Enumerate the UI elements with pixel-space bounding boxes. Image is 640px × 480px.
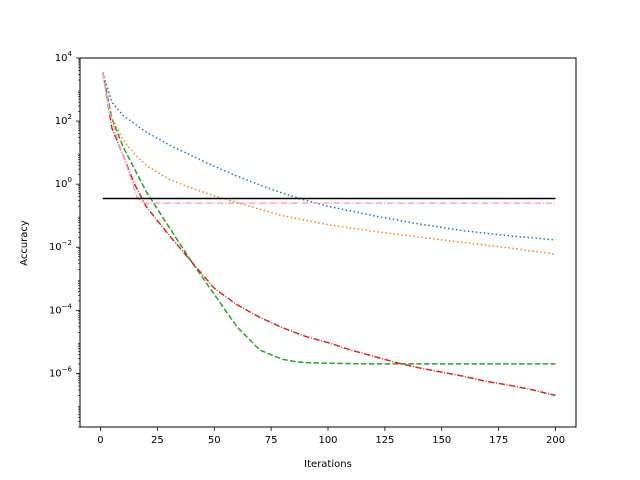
series-line-5 xyxy=(102,72,556,204)
series-group xyxy=(102,72,556,397)
y-tick-exponent: 0 xyxy=(68,176,72,184)
y-tick-label: 104 xyxy=(55,50,73,64)
y-axis-label: Accuracy xyxy=(19,220,30,266)
y-tick-label: 102 xyxy=(55,113,72,127)
x-tick-label: 175 xyxy=(489,435,508,446)
x-tick-label: 100 xyxy=(318,435,337,446)
y-tick-exponent: 4 xyxy=(68,50,73,58)
y-tick-label: 10−2 xyxy=(49,239,72,253)
y-tick-base: 10 xyxy=(49,368,62,379)
series-line-4 xyxy=(102,72,556,397)
y-tick-base: 10 xyxy=(49,242,62,253)
x-tick-label: 0 xyxy=(97,435,103,446)
y-tick-exponent: −6 xyxy=(62,365,73,373)
x-tick-label: 50 xyxy=(208,435,221,446)
y-tick-base: 10 xyxy=(49,305,62,316)
x-axis-label: Iterations xyxy=(304,459,352,470)
x-tick-label: 200 xyxy=(546,435,565,446)
y-tick-base: 10 xyxy=(55,116,68,127)
series-line-2 xyxy=(102,72,556,255)
plot-area xyxy=(79,57,577,428)
y-tick-label: 10−4 xyxy=(49,302,73,316)
x-tick-label: 150 xyxy=(432,435,451,446)
x-tick-label: 125 xyxy=(375,435,394,446)
y-tick-exponent: −2 xyxy=(62,239,72,247)
x-tick-label: 25 xyxy=(151,435,164,446)
y-tick-base: 10 xyxy=(55,53,68,64)
y-tick-exponent: 2 xyxy=(68,113,72,121)
x-tick-label: 75 xyxy=(265,435,278,446)
y-tick-label: 10−6 xyxy=(49,365,73,379)
series-line-3 xyxy=(102,72,556,365)
y-tick-base: 10 xyxy=(55,179,68,190)
y-tick-exponent: −4 xyxy=(62,302,73,310)
y-tick-label: 100 xyxy=(55,176,72,190)
axes-background xyxy=(80,58,576,427)
x-axis: 0 25 50 75 100 125 150 175 200 xyxy=(97,427,565,446)
